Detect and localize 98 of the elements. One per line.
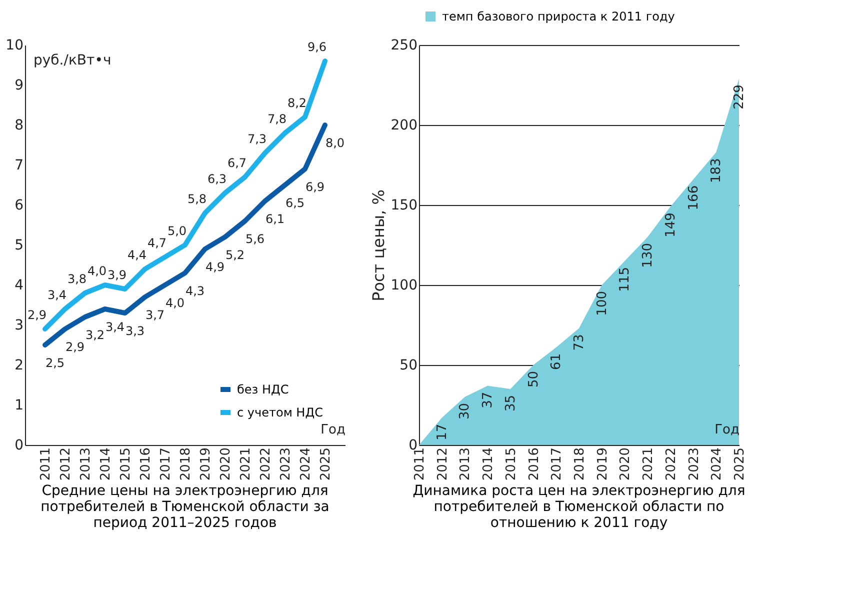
y-tick-label: 150 [390, 198, 418, 214]
x-tick-label: 2025 [732, 448, 748, 481]
data-label: 3,4 [105, 320, 125, 334]
x-tick-label: 2022 [258, 448, 274, 481]
data-label: 37 [480, 392, 496, 408]
x-tick-label: 2025 [318, 448, 334, 481]
x-tick-label: 2024 [710, 448, 725, 481]
data-label: 5,2 [225, 248, 245, 262]
y-tick-label: 250 [390, 38, 418, 54]
data-label: 8,2 [287, 96, 307, 110]
x-tick-label: 2023 [278, 448, 294, 481]
x-tick-label: 2014 [98, 448, 114, 481]
legend-label: с учетом НДС [237, 406, 323, 420]
y-tick-label: 7 [14, 158, 24, 174]
data-label: 5,6 [245, 232, 265, 246]
data-label: 4,0 [87, 264, 107, 278]
x-tick-label: 2018 [178, 448, 194, 481]
data-label: 61 [549, 353, 564, 370]
data-label: 8,0 [325, 136, 345, 150]
x-tick-label: 2021 [238, 448, 254, 481]
data-label: 100 [594, 291, 610, 316]
data-label: 115 [618, 267, 633, 292]
data-label: 3,7 [145, 308, 165, 322]
data-label: 7,3 [247, 132, 267, 146]
x-tick-label: 2020 [218, 448, 234, 481]
x-axis-title: Год [320, 422, 346, 438]
data-label: 149 [663, 212, 678, 238]
y-axis-title: руб./кВт•ч [34, 52, 112, 68]
x-tick-label: 2014 [481, 448, 496, 481]
legend-label: темп базового прироста к 2011 году [442, 10, 675, 24]
x-tick-label: 2015 [118, 448, 134, 481]
data-label: 7,8 [267, 112, 287, 126]
text: Динамика роста цен на электроэнергию для потребителей в Тюменской области по отношению к 2011 году [412, 483, 746, 532]
data-label: 6,5 [285, 196, 305, 210]
y-tick-label: 6 [14, 198, 24, 214]
data-label: 3,3 [125, 324, 145, 338]
x-tick-label: 2023 [686, 448, 702, 481]
data-label: 6,9 [305, 180, 325, 194]
y-tick-label: 5 [14, 238, 24, 254]
x-tick-label: 2018 [572, 448, 588, 481]
data-label: 3,2 [85, 328, 105, 342]
x-tick-label: 2016 [138, 448, 154, 481]
data-label: 3,9 [107, 268, 127, 282]
y-tick-label: 8 [14, 118, 24, 134]
data-label: 183 [709, 158, 724, 184]
data-label: 2,9 [65, 340, 85, 354]
data-label: 229 [732, 84, 747, 110]
y-tick-label: 200 [390, 118, 418, 134]
data-label: 6,3 [207, 172, 227, 186]
data-label: 35 [503, 395, 518, 412]
data-label: 3,4 [47, 288, 67, 302]
data-label: 6,7 [227, 156, 247, 170]
x-tick-label: 2012 [58, 448, 74, 481]
data-label: 5,0 [167, 224, 187, 238]
data-label: 73 [572, 334, 587, 351]
x-tick-label: 2019 [595, 448, 610, 481]
x-tick-label: 2017 [550, 448, 565, 481]
data-label: 4,0 [165, 296, 185, 310]
data-label: 6,1 [265, 212, 285, 226]
x-tick-label: 2013 [458, 448, 474, 481]
data-label: 3,8 [67, 272, 87, 286]
x-tick-label: 2016 [526, 448, 542, 481]
data-label: 5,8 [187, 192, 207, 206]
y-tick-label: 0 [14, 438, 24, 454]
data-label: 4,3 [185, 284, 205, 298]
x-tick-label: 2021 [641, 448, 656, 481]
x-tick-label: 2022 [664, 448, 679, 481]
data-label: 4,7 [147, 236, 167, 250]
data-label: 4,4 [127, 248, 147, 262]
x-tick-label: 2024 [298, 448, 314, 481]
y-tick-label: 9 [14, 78, 24, 94]
y-tick-label: 100 [390, 278, 418, 294]
y-axis-title: Рост цены, % [368, 190, 388, 302]
y-tick-label: 1 [14, 398, 24, 414]
data-label: 2,9 [27, 308, 47, 322]
x-tick-label: 2013 [78, 448, 94, 481]
data-label: 2,5 [45, 356, 65, 370]
data-label: 17 [434, 424, 450, 440]
data-label: 50 [526, 371, 542, 388]
data-label: 4,9 [205, 260, 225, 274]
x-tick-label: 2011 [38, 448, 54, 481]
data-label: 130 [640, 243, 656, 268]
data-label: 166 [686, 185, 702, 210]
y-tick-label: 3 [14, 318, 24, 334]
y-tick-label: 50 [400, 358, 418, 374]
x-tick-label: 2012 [435, 448, 450, 481]
x-axis-title: Год [714, 422, 740, 438]
legend-label: без НДС [237, 382, 289, 396]
y-tick-label: 4 [14, 278, 24, 294]
data-label: 9,6 [307, 40, 327, 54]
data-label: 30 [458, 403, 473, 420]
x-tick-label: 2020 [618, 448, 634, 481]
y-tick-label: 10 [6, 38, 24, 54]
text: Средние цены на электроэнергию для потребителей в Тюменской области за период 2011–2025 годов [40, 483, 330, 532]
y-tick-label: 2 [14, 358, 24, 374]
x-tick-label: 2017 [158, 448, 174, 481]
x-tick-label: 2015 [504, 448, 519, 481]
x-tick-label: 2019 [198, 448, 214, 481]
